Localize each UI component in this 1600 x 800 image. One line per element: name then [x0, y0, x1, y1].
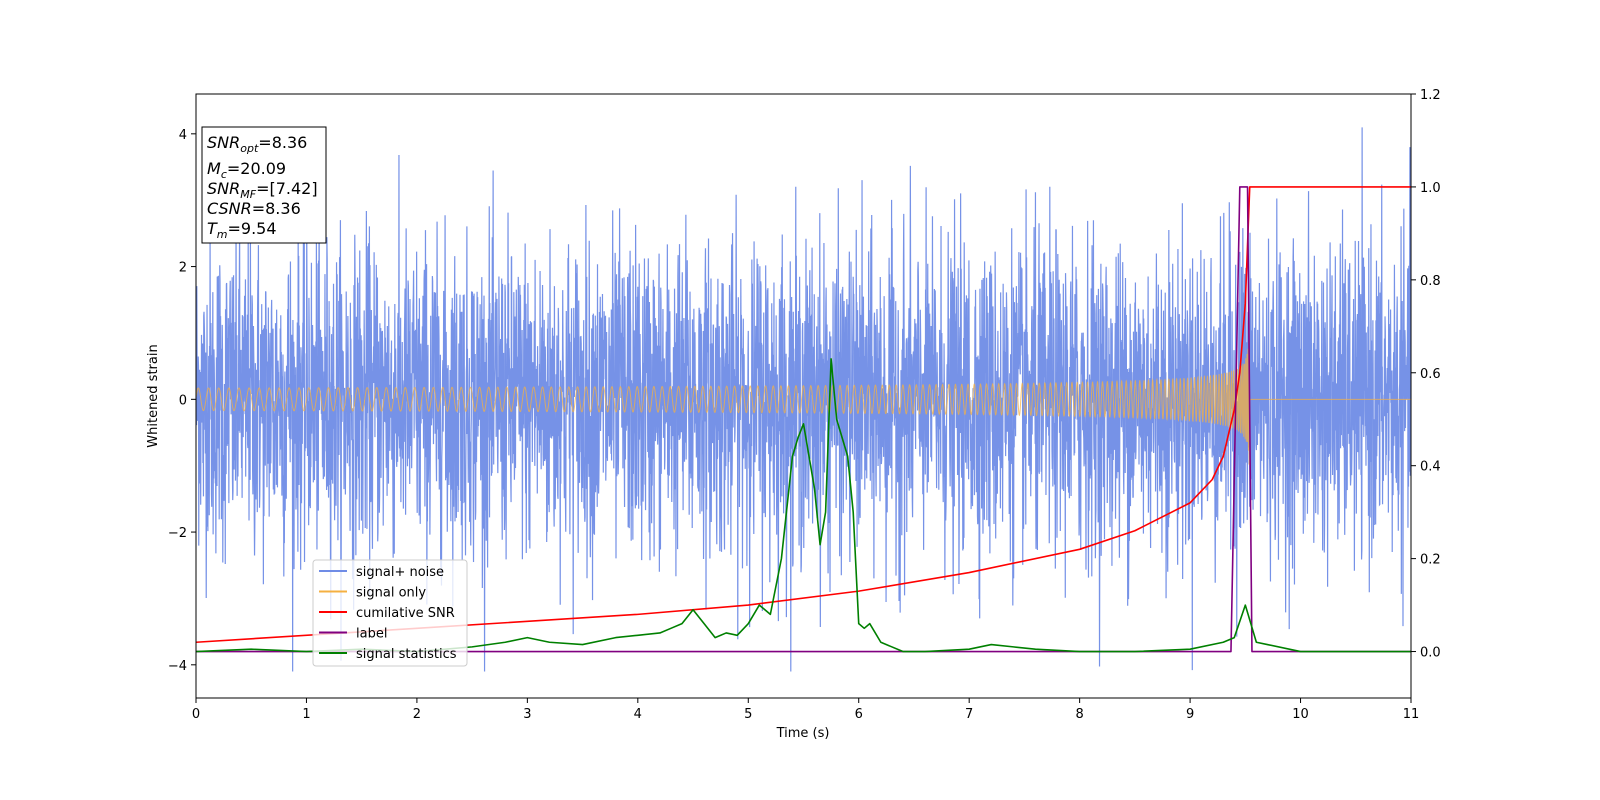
y-right-tick-label: 0.0	[1420, 646, 1441, 661]
x-tick-label: 10	[1292, 707, 1309, 722]
x-tick-label: 6	[855, 707, 863, 722]
x-tick-label: 7	[965, 707, 973, 722]
y-left-tick-label: 0	[179, 393, 187, 408]
y-right-tick-label: 0.8	[1420, 274, 1441, 289]
series-signal-statistics	[196, 358, 1411, 653]
y-left-tick-label: −2	[168, 526, 187, 541]
x-tick-label: 8	[1075, 707, 1083, 722]
info-box-frame	[201, 126, 327, 244]
series-label	[196, 186, 1411, 653]
legend: signal+ noise signal only cumilative SNR la…	[312, 559, 468, 667]
x-axis-label: Time (s)	[776, 726, 830, 741]
legend-label: signal+ noise	[356, 565, 444, 580]
x-tick-label: 2	[413, 707, 421, 722]
ticks-layer: 0 1 2 3 4 5 6 7 8 9 10 11 −4 −2 0 2 4 0.0 0.2 0.4 0.6 0.8 1.0 1…	[168, 88, 1441, 722]
info-csnr: CSNR=8.36	[207, 199, 301, 218]
x-tick-label: 11	[1403, 707, 1420, 722]
info-box: SNRopt=8.36 Mc=20.09 SNRMF=[7.42] CSNR=8…	[201, 126, 327, 244]
x-tick-label: 3	[523, 707, 531, 722]
y-left-tick-label: 4	[179, 128, 187, 143]
y-left-tick-label: −4	[168, 659, 187, 674]
legend-label: signal only	[356, 586, 426, 601]
y-right-tick-label: 1.0	[1420, 181, 1441, 196]
info-tm: Tm=9.54	[207, 219, 277, 241]
info-snr-mf: SNRMF=[7.42]	[207, 179, 318, 201]
y-right-tick-label: 0.6	[1420, 367, 1441, 382]
info-snr-opt: SNRopt=8.36	[207, 133, 307, 155]
legend-label: cumilative SNR	[356, 606, 455, 621]
y-left-tick-label: 2	[179, 261, 187, 276]
y-right-tick-label: 0.2	[1420, 553, 1441, 568]
legend-label: label	[356, 627, 387, 642]
series-signal-only	[196, 342, 1411, 465]
info-mc: Mc=20.09	[207, 159, 286, 181]
x-tick-label: 0	[192, 707, 200, 722]
x-tick-label: 1	[302, 707, 310, 722]
x-tick-label: 9	[1186, 707, 1194, 722]
legend-label: signal statistics	[356, 647, 457, 662]
series-layer	[196, 127, 1411, 672]
plot-frame	[195, 93, 1412, 699]
y-axis-label: Whitened strain	[146, 344, 161, 447]
x-tick-label: 5	[744, 707, 752, 722]
y-right-tick-label: 1.2	[1420, 88, 1441, 103]
y-right-tick-label: 0.4	[1420, 460, 1441, 475]
legend-frame	[312, 559, 468, 667]
x-tick-label: 4	[634, 707, 642, 722]
